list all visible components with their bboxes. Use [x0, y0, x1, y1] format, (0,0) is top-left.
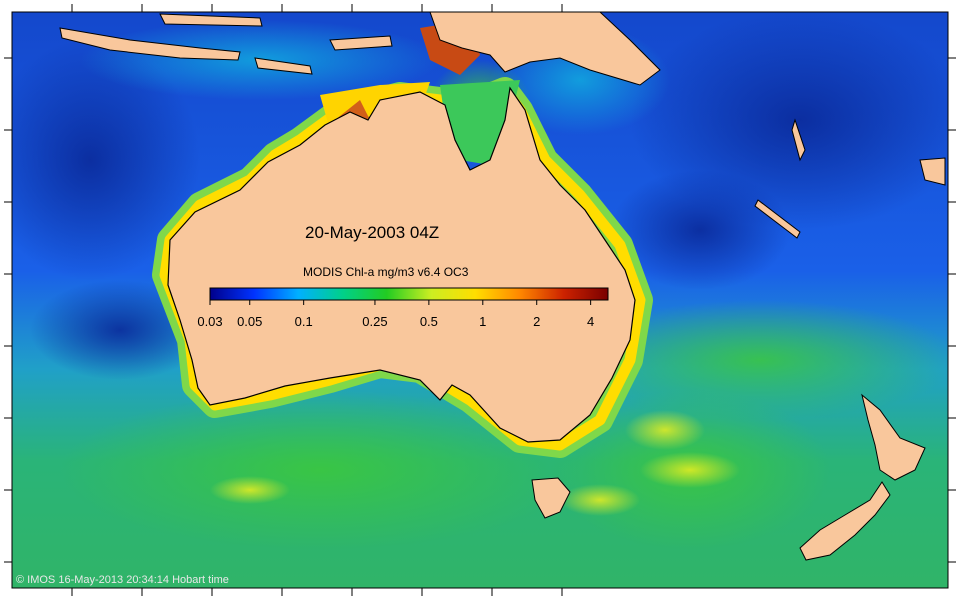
australia-landmass — [167, 86, 636, 443]
pacific-island — [919, 157, 946, 186]
colorbar-tick-label: 0.03 — [197, 314, 222, 329]
bloom-patch — [625, 410, 705, 450]
colorbar-tick-label: 0.5 — [420, 314, 438, 329]
colorbar-label: MODIS Chl-a mg/m3 v6.4 OC3 — [303, 265, 469, 279]
mid-chl-patch — [60, 390, 580, 550]
new-caledonia-island — [754, 199, 801, 239]
mid-chl-patch — [560, 300, 948, 420]
colorbar-tick-label: 0.25 — [362, 314, 387, 329]
map-title: 20-May-2003 04Z — [305, 223, 439, 242]
colorbar: MODIS Chl-a mg/m3 v6.4 OC3 0.03 0.05 0.1 0.… — [197, 265, 609, 329]
copyright-text: © IMOS 16-May-2013 20:34:14 Hobart time — [16, 574, 229, 586]
indonesia-island — [254, 57, 313, 75]
coastal-bloom-band — [159, 84, 646, 451]
tasmania-landmass — [531, 477, 571, 519]
deep-ocean-patch — [610, 170, 790, 290]
deep-ocean-patch — [12, 40, 200, 280]
bloom-patch — [210, 476, 290, 504]
ocean-layer — [12, 12, 948, 588]
map-frame — [4, 4, 956, 596]
colorbar-tick-label: 0.1 — [295, 314, 313, 329]
colorbar-tick-label: 4 — [587, 314, 594, 329]
indonesia-island — [329, 35, 393, 51]
colorbar-ticks: 0.03 0.05 0.1 0.25 0.5 1 2 4 — [197, 300, 594, 329]
colorbar-tick-label: 2 — [533, 314, 540, 329]
new-zealand-south-island — [799, 481, 891, 561]
bloom-patch — [640, 452, 740, 488]
indonesia-island — [59, 27, 241, 61]
bloom-patch — [560, 484, 640, 516]
new-guinea-landmass — [429, 12, 661, 86]
new-zealand-north-island — [861, 393, 926, 481]
colorbar-tick-label: 0.05 — [237, 314, 262, 329]
indonesia-island — [159, 13, 263, 27]
colorbar-tick-label: 1 — [479, 314, 486, 329]
colorbar-ramp — [209, 287, 609, 301]
pacific-island — [791, 118, 806, 162]
